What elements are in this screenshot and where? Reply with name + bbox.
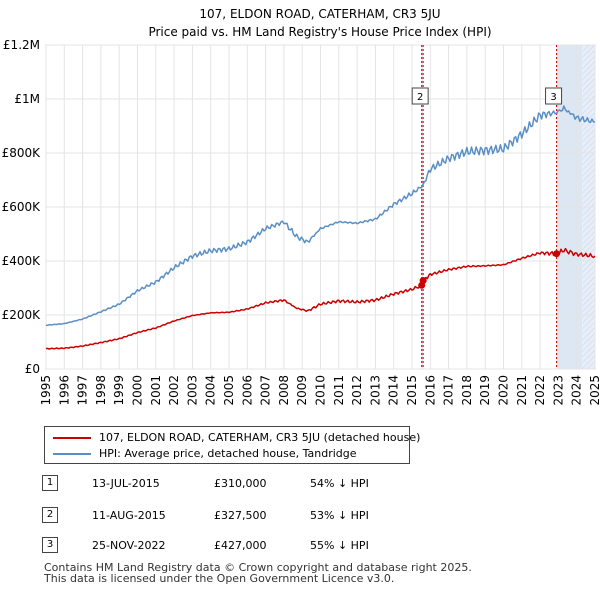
sale-price: £310,000 [214,477,267,490]
x-tick-label: 1997 [76,375,90,406]
x-tick-label: 1995 [39,375,53,406]
footer-line-1: Contains HM Land Registry data © Crown c… [44,561,472,574]
sale-marker-box-frame [545,87,563,105]
x-tick-label: 2001 [149,375,163,406]
sale-date: 25-NOV-2022 [92,539,166,552]
y-tick-label: £800K [2,146,42,160]
sale-badge: 1 [42,475,58,491]
x-tick-label: 2014 [387,375,401,406]
chart-subtitle: Price paid vs. HM Land Registry's House … [148,25,491,39]
x-tick-label: 2022 [533,375,547,406]
x-tick-label: 2003 [185,375,199,406]
sale-marker-box: 3 [545,87,563,105]
sale-point [419,277,427,285]
x-tick-label: 1998 [94,375,108,406]
footer-line-2: This data is licensed under the Open Gov… [44,572,395,585]
price-chart: 107, ELDON ROAD, CATERHAM, CR3 5JU Price… [2,7,600,406]
sale-hpi-diff: 55% ↓ HPI [310,539,369,552]
x-tick-label: 2012 [350,375,364,406]
sale-marker-label: 3 [550,92,556,103]
legend-item-property: 107, ELDON ROAD, CATERHAM, CR3 5JU (deta… [53,430,420,446]
sale-hpi-diff: 53% ↓ HPI [310,509,369,522]
chart-title: 107, ELDON ROAD, CATERHAM, CR3 5JU [199,7,440,21]
sale-badge: 2 [42,507,58,523]
x-tick-label: 2002 [167,375,181,406]
sale-date: 13-JUL-2015 [92,477,160,490]
x-tick-label: 2023 [551,375,565,406]
x-tick-label: 2018 [460,375,474,406]
x-tick-label: 2008 [277,375,291,406]
x-tick-label: 2009 [295,375,309,406]
sale-badge: 3 [42,537,58,553]
series-line-property [45,247,596,350]
sale-marker-box: 2 [411,87,429,105]
legend-label-hpi: HPI: Average price, detached house, Tand… [99,447,357,460]
x-tick-label: 2025 [588,375,600,406]
legend-item-hpi: HPI: Average price, detached house, Tand… [53,446,357,462]
y-tick-label: £200K [2,308,42,322]
y-tick-label: £600K [2,200,42,214]
x-tick-label: 2020 [497,375,511,406]
sale-date: 11-AUG-2015 [92,509,166,522]
y-tick-label: £400K [2,254,42,268]
y-tick-label: £1.2M [3,38,40,52]
sale-price: £327,500 [214,509,267,522]
x-tick-label: 2019 [478,375,492,406]
x-tick-label: 1996 [57,375,71,406]
x-tick-label: 2015 [405,375,419,406]
sale-hpi-diff: 54% ↓ HPI [310,477,369,490]
x-tick-label: 2013 [368,375,382,406]
x-tick-label: 2004 [204,375,218,406]
legend-label-property: 107, ELDON ROAD, CATERHAM, CR3 5JU (deta… [99,431,421,444]
x-tick-label: 2021 [515,375,529,406]
x-tick-label: 2024 [570,375,584,406]
x-tick-label: 2007 [259,375,273,406]
sale-point [553,250,561,258]
y-tick-label: £1M [14,92,40,106]
y-tick-label: £0 [25,362,40,376]
chart-legend: 107, ELDON ROAD, CATERHAM, CR3 5JU (deta… [44,426,420,464]
sale-marker-box-frame [411,87,429,105]
x-tick-label: 2006 [240,375,254,406]
x-tick-label: 1999 [112,375,126,406]
legend-swatch-property [53,437,91,439]
x-tick-label: 2016 [423,375,437,406]
series-line-hpi [45,105,596,327]
x-tick-label: 2005 [222,375,236,406]
sale-marker-label: 2 [417,92,423,103]
x-tick-label: 2010 [314,375,328,406]
x-tick-label: 2011 [332,375,346,406]
x-tick-label: 2017 [442,375,456,406]
x-tick-label: 2000 [131,375,145,406]
sale-price: £427,000 [214,539,267,552]
legend-swatch-hpi [53,453,91,455]
footer-notice: Contains HM Land Registry data © Crown c… [44,562,472,584]
